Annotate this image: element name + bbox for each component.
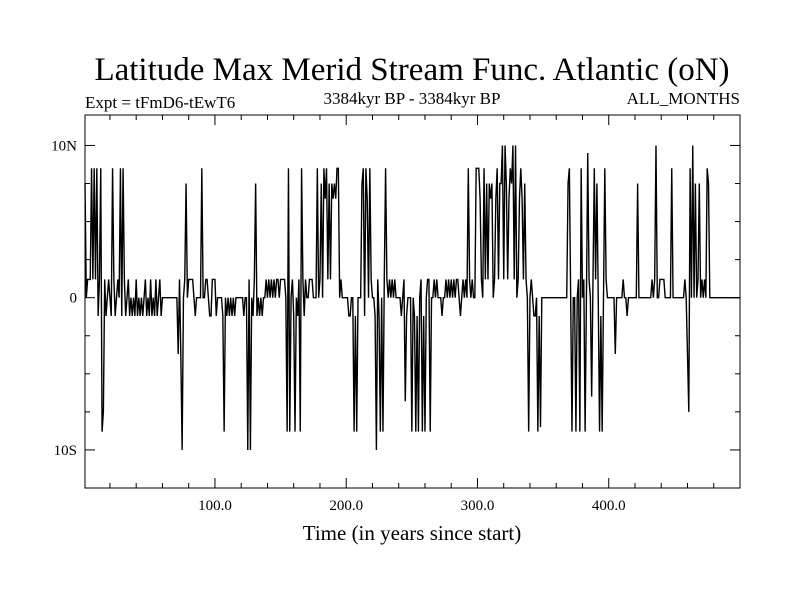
y-minor-ticks [85,183,740,489]
time-range-label: 3384kyr BP - 3384kyr BP [324,89,501,108]
x-tick-label: 200.0 [329,498,363,514]
plot-area: 10N 0 10S 100.0 200.0 300.0 400.0 [51,114,741,514]
y-tick-label: 10S [54,443,77,459]
x-axis-ticks: 100.0 200.0 300.0 400.0 [198,115,626,514]
x-minor-ticks [109,115,715,488]
y-axis-ticks: 10N 0 10S [51,138,740,459]
x-tick-label: 300.0 [461,498,495,514]
y-tick-label: 0 [70,291,78,307]
x-axis-label: Time (in years since start) [303,521,522,545]
months-label: ALL_MONTHS [627,89,740,108]
chart-title: Latitude Max Merid Stream Func. Atlantic… [94,52,729,88]
x-tick-label: 100.0 [198,498,232,514]
x-tick-label: 400.0 [592,498,626,514]
experiment-label: Expt = tFmD6-tEwT6 [85,93,235,112]
plot-frame [84,114,741,489]
y-tick-label: 10N [51,138,77,154]
series-line [84,145,740,450]
